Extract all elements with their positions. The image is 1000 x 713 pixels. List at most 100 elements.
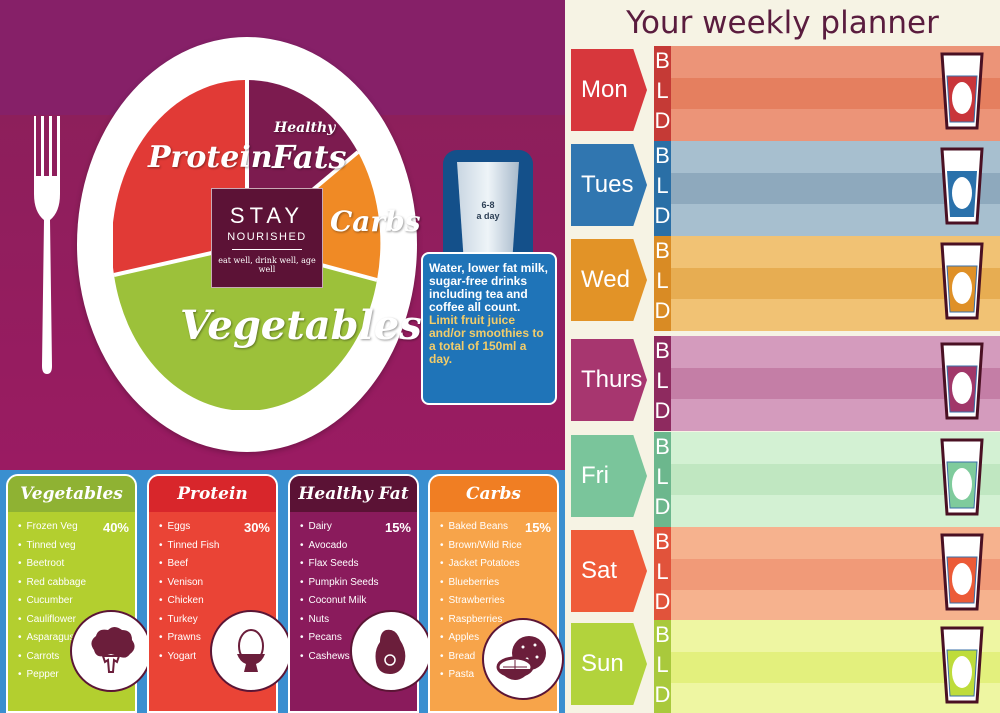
water-cup-icon: [940, 147, 984, 225]
list-item: Turkey: [159, 611, 276, 630]
day-row-tues: Tues B L D: [565, 141, 1000, 236]
water-frequency: a day: [476, 211, 500, 221]
card-list: 15% Dairy Avocado Flax Seeds Pumpkin See…: [290, 512, 417, 666]
card-percent: 15%: [524, 520, 551, 535]
breakfast-letter: B: [655, 434, 670, 459]
healthy-label: Healthy: [274, 120, 336, 136]
list-item: Flax Seeds: [300, 555, 417, 574]
list-item: Brown/Wild Rice: [440, 537, 557, 556]
list-item: Nuts: [300, 611, 417, 630]
meal-letters: B L D: [654, 432, 671, 527]
water-cup-icon: [940, 533, 984, 611]
list-item: Blueberries: [440, 574, 557, 593]
avocado-icon: [350, 610, 432, 692]
list-item: Cucumber: [18, 592, 135, 611]
lunch-letter: L: [656, 268, 669, 293]
list-item: Red cabbage: [18, 574, 135, 593]
planner-title: Your weekly planner: [626, 5, 939, 41]
card-carbs: Carbs 15% Baked Beans Brown/Wild Rice Ja…: [428, 474, 559, 713]
dinner-letter: D: [654, 682, 671, 707]
lunch-letter: L: [656, 652, 669, 677]
list-item: Baked Beans: [440, 518, 557, 537]
lunch-letter: L: [656, 368, 669, 393]
day-row-sat: Sat B L D: [565, 527, 1000, 622]
day-tab-sun: Sun: [571, 623, 647, 705]
fats-label: Fats: [272, 138, 347, 176]
day-row-fri: Fri B L D: [565, 432, 1000, 527]
day-tab-mon: Mon: [571, 49, 647, 131]
day-tab-fri: Fri: [571, 435, 647, 517]
list-item: Coconut Milk: [300, 592, 417, 611]
water-amount: 6-8: [481, 200, 495, 210]
list-item: Apples: [440, 629, 557, 648]
water-glass-label: 6-8 a day: [457, 200, 519, 222]
list-item: Eggs: [159, 518, 276, 537]
day-row-thurs: Thurs B L D: [565, 336, 1000, 431]
breakfast-letter: B: [655, 48, 670, 73]
meal-letters: B L D: [654, 141, 671, 236]
day-tab-sat: Sat: [571, 530, 647, 612]
water-glass-icon: [457, 162, 519, 252]
logo-divider: [232, 249, 302, 250]
list-item: Avocado: [300, 537, 417, 556]
meal-letters: B L D: [654, 46, 671, 141]
day-row-wed: Wed B L D: [565, 236, 1000, 331]
list-item: Chicken: [159, 592, 276, 611]
list-item: Prawns: [159, 629, 276, 648]
card-protein: Protein 30% Eggs Tinned Fish Beef Veniso…: [147, 474, 278, 713]
orange-fruit-icon: [482, 618, 564, 700]
list-item: Pepper: [18, 666, 135, 685]
list-item: Yogart: [159, 648, 276, 667]
day-row-mon: Mon B L D: [565, 46, 1000, 141]
dinner-letter: D: [654, 398, 671, 423]
meal-lines: [671, 46, 1000, 141]
list-item: Raspberries: [440, 611, 557, 630]
card-title: Healthy Fat: [290, 476, 417, 512]
water-info-box: Water, lower fat milk, sugar-free drinks…: [421, 252, 557, 405]
water-cup-icon: [940, 438, 984, 516]
lunch-letter: L: [656, 78, 669, 103]
egg-cup-icon: [210, 610, 292, 692]
list-item: Venison: [159, 574, 276, 593]
protein-label: Protein: [148, 140, 273, 175]
dinner-letter: D: [654, 589, 671, 614]
breakfast-letter: B: [655, 529, 670, 554]
dinner-letter: D: [654, 494, 671, 519]
day-tab-tues: Tues: [571, 144, 647, 226]
day-tab-wed: Wed: [571, 239, 647, 321]
stay-nourished-logo: STAY NOURISHED eat well, drink well, age…: [211, 188, 323, 288]
card-title: Protein: [149, 476, 276, 512]
meal-letters: B L D: [654, 336, 671, 431]
list-item: Tinned veg: [18, 537, 135, 556]
logo-nourished: NOURISHED: [227, 231, 307, 243]
list-item: Asparagus: [18, 629, 135, 648]
water-panel: 6-8 a day Water, lower fat milk, sugar-f…: [421, 150, 557, 405]
lunch-letter: L: [656, 559, 669, 584]
fork-icon: [34, 116, 60, 374]
card-percent: 15%: [384, 520, 411, 535]
list-item: Cauliflower: [18, 611, 135, 630]
card-list: 30% Eggs Tinned Fish Beef Venison Chicke…: [149, 512, 276, 666]
water-limit-text: Limit fruit juice and/or smoothies to a …: [429, 313, 544, 366]
list-item: Pasta: [440, 666, 557, 685]
lunch-letter: L: [656, 464, 669, 489]
breakfast-letter: B: [655, 143, 670, 168]
list-item: Jacket Potatoes: [440, 555, 557, 574]
card-title: Carbs: [430, 476, 557, 512]
water-cup-icon: [940, 342, 984, 420]
card-title: Vegetables: [8, 476, 135, 512]
logo-stay: STAY: [229, 203, 305, 228]
list-item: Bread: [440, 648, 557, 667]
water-cup-icon: [940, 52, 984, 130]
carbs-label: Carbs: [330, 205, 421, 238]
list-item: Cashews: [300, 648, 417, 667]
weekly-planner: Your weekly planner Mon B L D Tues B L D: [565, 0, 1000, 713]
list-item: Pecans: [300, 629, 417, 648]
breakfast-letter: B: [655, 338, 670, 363]
water-cup-icon: [940, 242, 984, 320]
lunch-letter: L: [656, 173, 669, 198]
meal-letters: B L D: [654, 620, 671, 713]
dinner-letter: D: [654, 298, 671, 323]
dinner-letter: D: [654, 108, 671, 133]
list-item: Dairy: [300, 518, 417, 537]
